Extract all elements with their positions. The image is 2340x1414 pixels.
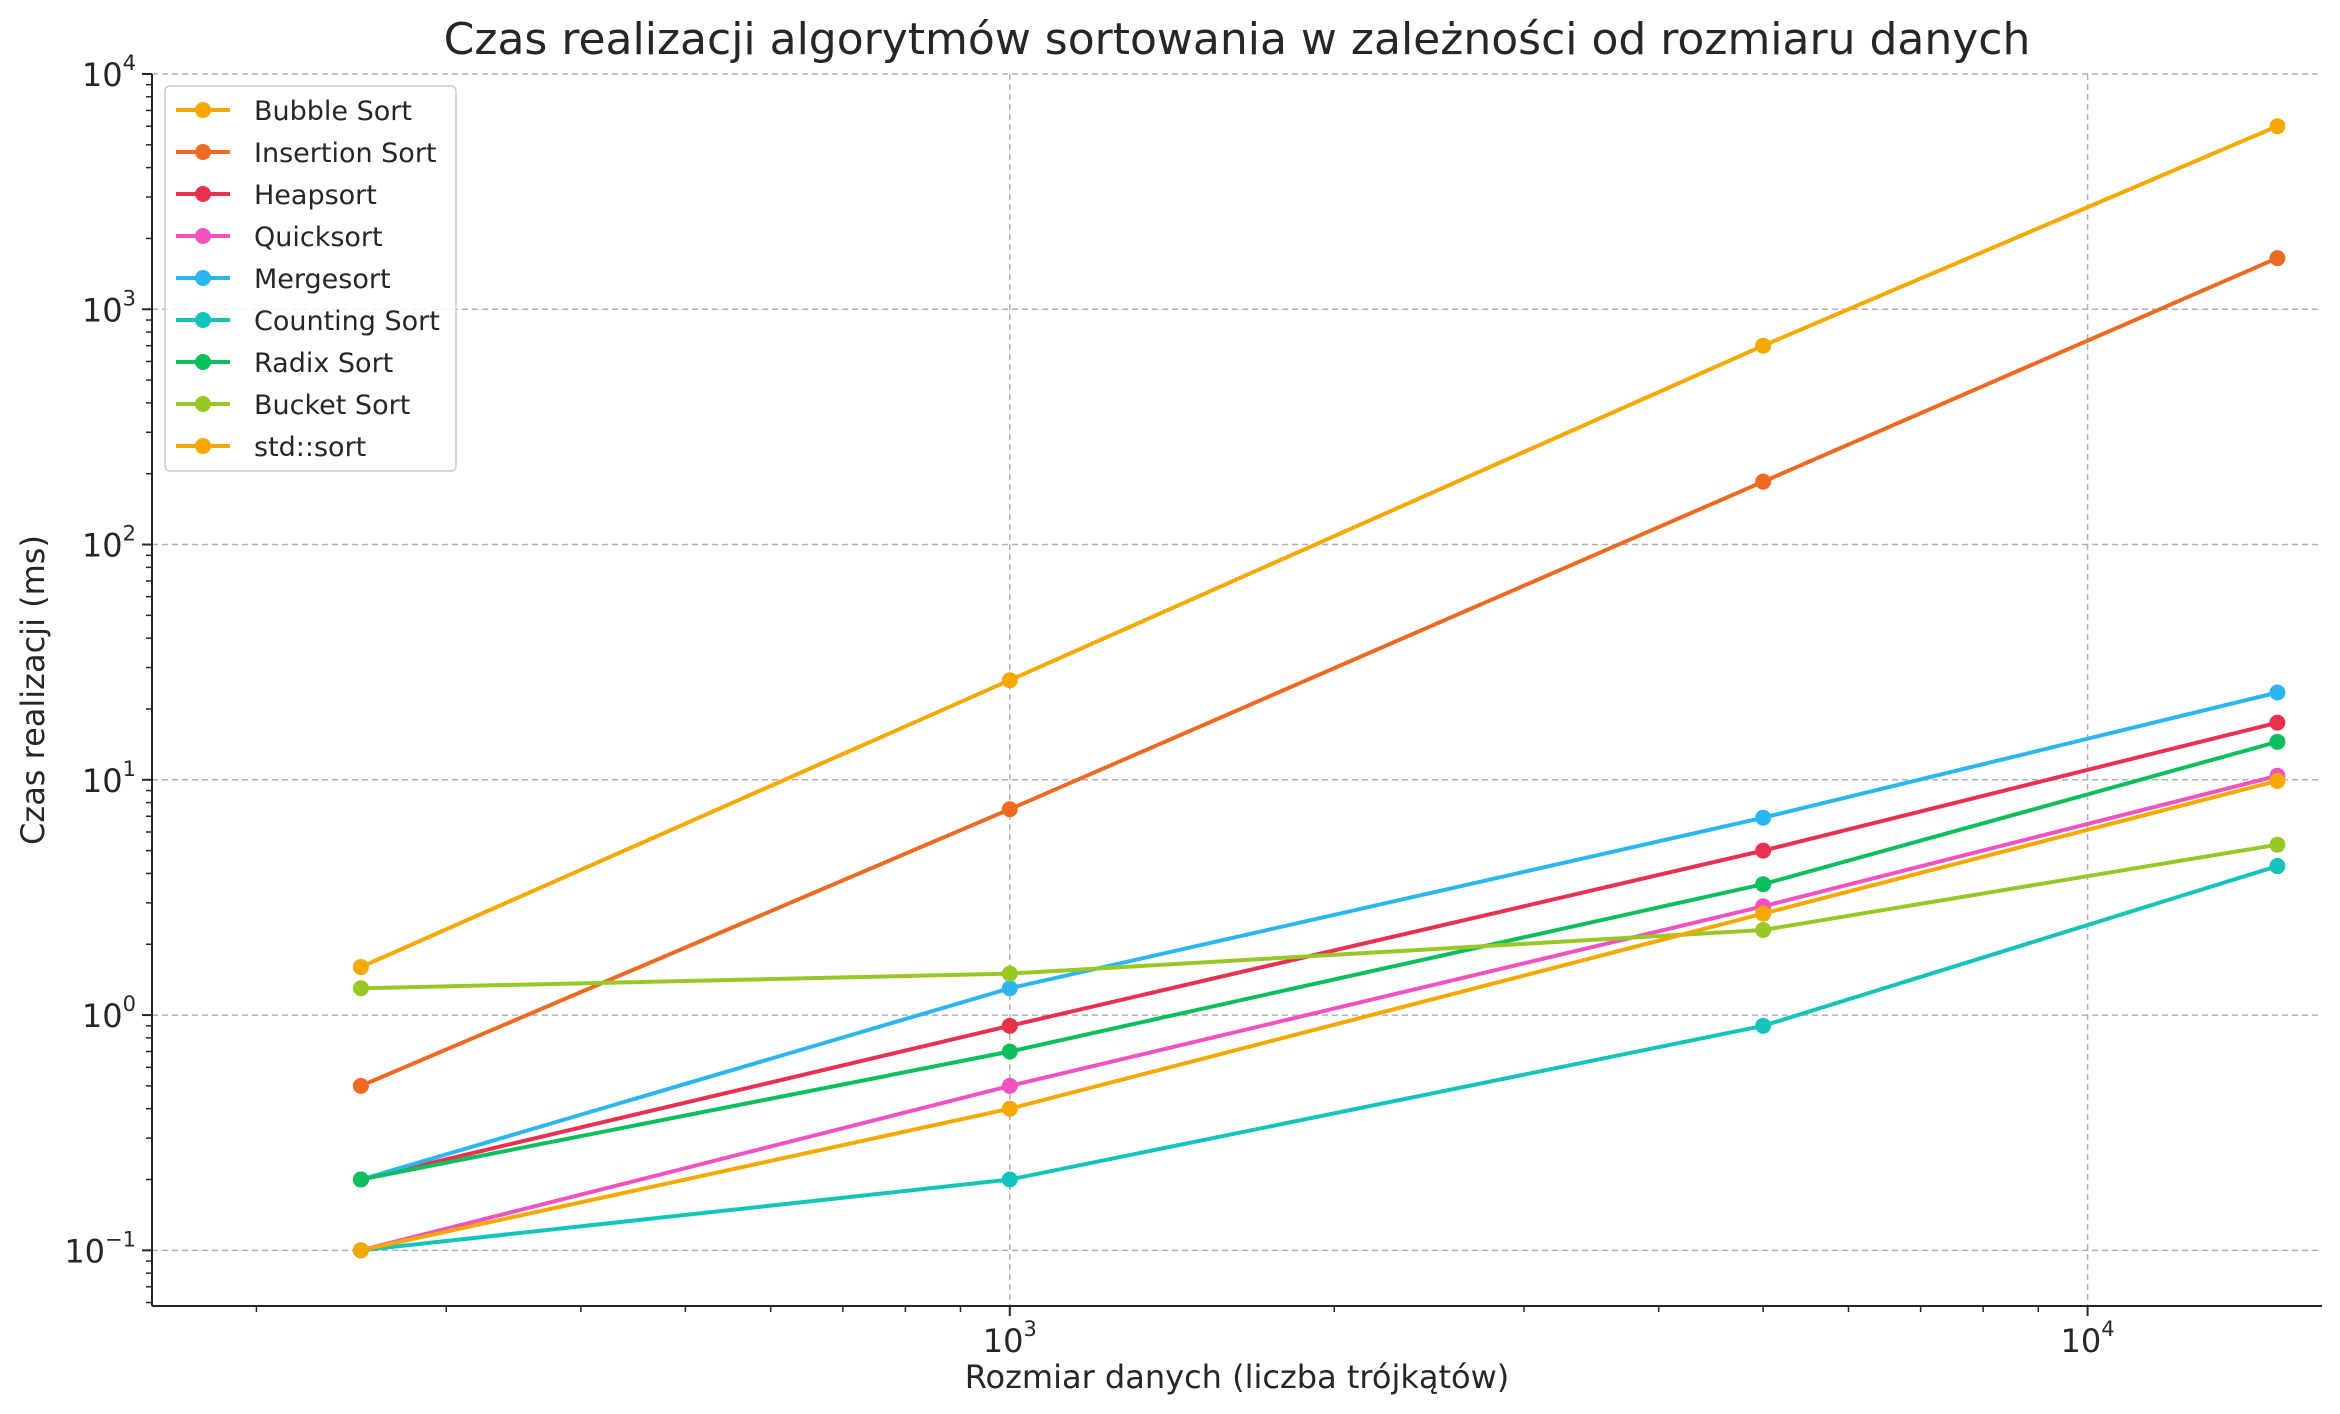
data-point-std-sort bbox=[1001, 1100, 1018, 1117]
data-point-heapsort bbox=[1755, 842, 1772, 859]
series-line-radix-sort bbox=[360, 739, 2278, 1182]
legend-item-counting-sort: Counting Sort bbox=[176, 306, 440, 337]
data-point-quicksort bbox=[1001, 1077, 1018, 1094]
data-point-mergesort bbox=[2269, 684, 2286, 701]
y-tick-label: 100 bbox=[82, 992, 136, 1035]
legend-label: Counting Sort bbox=[254, 306, 440, 337]
x-axis-label: Rozmiar danych (liczba trójkątów) bbox=[965, 1358, 1510, 1396]
data-point-counting-sort bbox=[1755, 1017, 1772, 1034]
x-tick-label: 103 bbox=[983, 1317, 1037, 1360]
series-line-counting-sort bbox=[360, 864, 2278, 1253]
series-line-bubble-sort bbox=[360, 124, 2279, 969]
legend-swatch-marker bbox=[195, 102, 211, 118]
legend-item-mergesort: Mergesort bbox=[176, 264, 391, 295]
data-point-radix-sort bbox=[352, 1171, 369, 1188]
data-point-bubble-sort bbox=[2269, 118, 2286, 135]
legend-frame bbox=[164, 85, 457, 472]
data-point-bubble-sort bbox=[352, 959, 369, 976]
legend-swatch-marker bbox=[195, 186, 211, 202]
y-tick-label: 103 bbox=[82, 286, 136, 329]
data-point-insertion-sort bbox=[1755, 473, 1772, 490]
series-line-quicksort bbox=[360, 773, 2278, 1253]
data-point-bucket-sort bbox=[352, 980, 369, 997]
legend-item-bucket-sort: Bucket Sort bbox=[176, 390, 410, 421]
data-point-mergesort bbox=[1755, 809, 1772, 826]
series-counting-sort bbox=[352, 858, 2286, 1259]
legend-label: Bubble Sort bbox=[254, 96, 412, 127]
legend-label: Insertion Sort bbox=[254, 138, 437, 169]
data-point-counting-sort bbox=[2269, 858, 2286, 875]
x-tick-label: 104 bbox=[2061, 1317, 2115, 1360]
series-line-mergesort bbox=[360, 690, 2278, 1182]
series-line-std-sort bbox=[360, 778, 2278, 1253]
legend-item-bubble-sort: Bubble Sort bbox=[176, 96, 412, 127]
legend: Bubble Sort Insertion Sort Heapsort Quickso… bbox=[164, 85, 457, 472]
legend-item-heapsort: Heapsort bbox=[176, 180, 377, 211]
data-point-bucket-sort bbox=[1755, 921, 1772, 938]
legend-item-std-sort: std::sort bbox=[176, 432, 366, 463]
legend-swatch-marker bbox=[195, 438, 211, 454]
legend-item-insertion-sort: Insertion Sort bbox=[176, 138, 437, 169]
chart-title: Czas realizacji algorytmów sortowania w … bbox=[444, 14, 2031, 65]
legend-item-quicksort: Quicksort bbox=[176, 222, 383, 253]
data-point-insertion-sort bbox=[2269, 250, 2286, 267]
series-layer bbox=[352, 118, 2286, 1259]
data-point-insertion-sort bbox=[1001, 801, 1018, 818]
legend-swatch-marker bbox=[195, 396, 211, 412]
series-bucket-sort bbox=[352, 836, 2286, 997]
y-tick-label: 104 bbox=[82, 51, 136, 94]
data-point-radix-sort bbox=[1755, 876, 1772, 893]
data-point-radix-sort bbox=[2269, 733, 2286, 750]
legend-swatch-marker bbox=[195, 354, 211, 370]
data-point-bubble-sort bbox=[1755, 337, 1772, 354]
legend-label: Quicksort bbox=[254, 222, 383, 253]
series-line-insertion-sort bbox=[360, 256, 2279, 1088]
legend-swatch-marker bbox=[195, 270, 211, 286]
series-line-heapsort bbox=[360, 720, 2278, 1182]
legend-label: Bucket Sort bbox=[254, 390, 410, 421]
series-radix-sort bbox=[352, 733, 2286, 1188]
legend-swatch-marker bbox=[195, 144, 211, 160]
legend-swatch-marker bbox=[195, 312, 211, 328]
grid-lines bbox=[152, 73, 2322, 1306]
data-point-std-sort bbox=[352, 1242, 369, 1259]
legend-swatch-marker bbox=[195, 228, 211, 244]
data-point-bucket-sort bbox=[1001, 965, 1018, 982]
data-point-bubble-sort bbox=[1001, 672, 1018, 689]
y-tick-label: 102 bbox=[82, 522, 136, 565]
series-mergesort bbox=[352, 684, 2286, 1188]
series-std-sort bbox=[352, 772, 2286, 1259]
data-point-heapsort bbox=[1001, 1017, 1018, 1034]
y-axis-label: Czas realizacji (ms) bbox=[14, 535, 52, 845]
major-ticks: 10−1 100 101 102 103 104 103 104 bbox=[64, 51, 2114, 1360]
data-point-radix-sort bbox=[1001, 1043, 1018, 1060]
series-line-bucket-sort bbox=[360, 842, 2278, 991]
data-point-counting-sort bbox=[1001, 1171, 1018, 1188]
data-point-heapsort bbox=[2269, 714, 2286, 731]
data-point-std-sort bbox=[2269, 772, 2286, 789]
legend-item-radix-sort: Radix Sort bbox=[176, 348, 393, 379]
legend-label: Mergesort bbox=[254, 264, 391, 295]
data-point-std-sort bbox=[1755, 905, 1772, 922]
series-bubble-sort bbox=[352, 118, 2286, 976]
data-point-bucket-sort bbox=[2269, 836, 2286, 853]
data-point-mergesort bbox=[1001, 980, 1018, 997]
y-tick-label: 10−1 bbox=[64, 1227, 136, 1270]
data-point-insertion-sort bbox=[352, 1077, 369, 1094]
legend-label: std::sort bbox=[254, 432, 366, 463]
legend-label: Radix Sort bbox=[254, 348, 393, 379]
series-insertion-sort bbox=[352, 250, 2286, 1094]
legend-label: Heapsort bbox=[254, 180, 377, 211]
y-tick-label: 101 bbox=[82, 757, 136, 800]
